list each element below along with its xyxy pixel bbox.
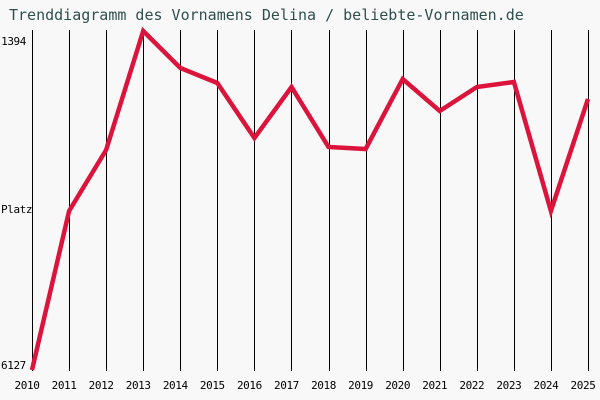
x-tick-label-2022: 2022 <box>459 379 485 392</box>
x-tick-label-2011: 2011 <box>51 379 77 392</box>
x-tick-label-2019: 2019 <box>348 379 374 392</box>
x-tick-label-2010: 2010 <box>14 379 40 392</box>
x-tick-label-2025: 2025 <box>570 379 596 392</box>
y-axis-max-label: 1394 <box>1 35 26 48</box>
x-tick-label-2018: 2018 <box>311 379 336 392</box>
trend-line <box>29 26 591 371</box>
x-tick-label-2021: 2021 <box>422 379 448 392</box>
x-tick-label-2013: 2013 <box>125 379 151 392</box>
y-axis-min-label: 6127 <box>1 359 26 372</box>
x-tick-label-2024: 2024 <box>533 379 559 392</box>
x-tick-label-2014: 2014 <box>162 379 188 392</box>
x-tick-label-2023: 2023 <box>496 379 522 392</box>
y-axis-title: Platz <box>1 203 33 216</box>
x-tick-label-2016: 2016 <box>236 379 262 392</box>
x-tick-label-2012: 2012 <box>88 379 114 392</box>
x-tick-label-2020: 2020 <box>385 379 411 392</box>
x-tick-label-2015: 2015 <box>199 379 225 392</box>
chart-title: Trenddiagramm des Vornamens Delina / bel… <box>9 6 524 24</box>
x-tick-label-2017: 2017 <box>274 379 299 392</box>
